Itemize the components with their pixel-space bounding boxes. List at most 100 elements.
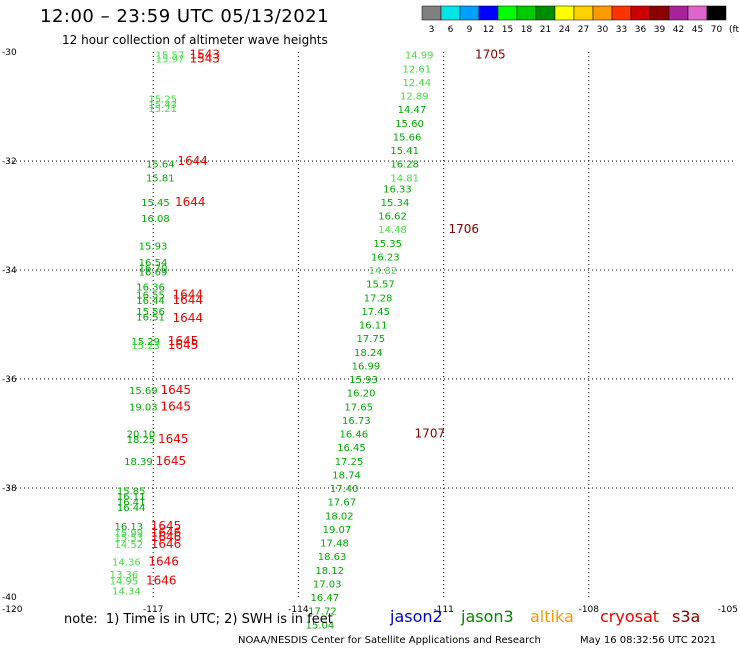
wave-height-label: 15.81 — [146, 173, 175, 184]
lon-label: -114 — [288, 605, 309, 615]
wave-height-label: 15.35 — [373, 239, 402, 250]
lat-label: -30 — [2, 48, 17, 58]
lon-label: -120 — [2, 605, 23, 615]
wave-height-label: 17.67 — [327, 498, 356, 509]
wave-height-label: 15.60 — [395, 119, 424, 130]
wave-height-label: 15.66 — [393, 132, 422, 143]
legend-jason2: jason2 — [390, 607, 443, 626]
map-subtitle: 12 hour collection of altimeter wave hei… — [62, 33, 328, 47]
scale-label-6: 6 — [448, 25, 454, 35]
wave-height-label: 18.63 — [318, 552, 347, 563]
wave-height-label: 15.93 — [349, 375, 378, 386]
wave-height-label: 15.97 — [156, 55, 185, 66]
wave-height-label: 12.44 — [402, 78, 431, 89]
pass-time-label: 1644 — [173, 311, 204, 325]
wave-height-label: 14.95 — [110, 577, 139, 588]
wave-height-label: 17.72 — [308, 607, 337, 618]
scale-label-3: 3 — [429, 25, 435, 35]
scale-label-39: 39 — [654, 25, 666, 35]
lat-label: -36 — [2, 375, 17, 385]
wave-height-label: 18.24 — [354, 348, 383, 359]
wave-height-label: 18.25 — [127, 435, 156, 446]
wave-height-label: 16.13 — [114, 522, 143, 533]
wave-height-label: 16.62 — [378, 212, 407, 223]
wave-height-label: 16.51 — [136, 312, 165, 323]
scale-label-9: 9 — [467, 25, 473, 35]
wave-height-label: 15.93 — [139, 241, 168, 252]
wave-height-label: 17.45 — [361, 307, 390, 318]
lon-label: -111 — [433, 605, 453, 615]
lat-label: -38 — [2, 484, 17, 494]
wave-height-label: 15.34 — [381, 198, 410, 209]
pass-time-label: 1646 — [151, 537, 182, 551]
wave-height-label: 15.56 — [136, 307, 165, 318]
wave-height-label: 18.74 — [332, 470, 361, 481]
wave-height-label: 15.21 — [148, 104, 177, 115]
wave-height-label: 16.11 — [359, 321, 388, 332]
wave-height-label: 15.45 — [141, 198, 170, 209]
wave-height-label: 16.70 — [139, 263, 168, 274]
wave-height-label: 16.54 — [139, 258, 168, 269]
scale-label-36: 36 — [635, 25, 647, 35]
pass-time-label: 1543 — [190, 48, 221, 62]
scale-label-18: 18 — [521, 25, 533, 35]
wave-height-label: 16.36 — [136, 282, 165, 293]
pass-time-label: 1645 — [151, 519, 182, 533]
wave-height-label: 15.41 — [390, 146, 419, 157]
pass-time-label: 1645 — [168, 334, 199, 348]
scale-label-27: 27 — [578, 25, 589, 35]
pass-time-label: 1646 — [151, 526, 182, 540]
wave-height-label: 16.44 — [117, 503, 146, 514]
wave-height-label: 15.43 — [148, 100, 177, 111]
pass-time-label: 1543 — [190, 52, 221, 66]
scale-label-12: 12 — [483, 25, 494, 35]
scale-label-42: 42 — [673, 25, 684, 35]
pass-time-label: 1644 — [173, 293, 204, 307]
scale-label-30: 30 — [597, 25, 609, 35]
wave-height-label: 14.81 — [390, 173, 419, 184]
pass-time-label: 1646 — [148, 555, 179, 569]
pass-time-label: 1707 — [415, 427, 446, 441]
wave-height-label: 15.57 — [156, 51, 185, 62]
wave-height-label: 14.48 — [378, 225, 407, 236]
wave-height-label: 12.89 — [400, 92, 429, 103]
wave-height-label: 16.41 — [117, 498, 146, 509]
lon-label: -117 — [143, 605, 163, 615]
wave-height-label: 16.23 — [371, 252, 400, 263]
wave-height-label: 14.99 — [405, 51, 434, 62]
wave-height-label: 15.57 — [366, 280, 395, 291]
wave-height-label: 16.55 — [136, 291, 165, 302]
footer-credit: NOAA/NESDIS Center for Satellite Applica… — [238, 635, 541, 646]
scale-label-21: 21 — [540, 25, 551, 35]
wave-height-label: 16.69 — [139, 268, 168, 279]
lat-label: -40 — [2, 593, 17, 603]
wave-height-label: 17.40 — [330, 484, 359, 495]
pass-time-label: 1706 — [448, 222, 479, 236]
map-title: 12:00 – 23:59 UTC 05/13/2021 — [40, 6, 330, 27]
wave-height-label: 16.28 — [390, 160, 419, 171]
pass-time-label: 1645 — [160, 399, 191, 413]
wave-height-label: 19.03 — [129, 402, 158, 413]
pass-time-label: 1645 — [156, 454, 187, 468]
wave-height-label: 18.12 — [315, 566, 344, 577]
scale-swatch-70 — [706, 5, 727, 21]
wave-height-label: 15.23 — [131, 341, 160, 352]
wave-height-label: 17.25 — [335, 457, 364, 468]
pass-time-label: 1644 — [175, 195, 206, 209]
wave-height-label: 15.53 — [114, 533, 143, 544]
wave-height-label: 14.52 — [114, 540, 143, 551]
pass-time-label: 1644 — [173, 288, 204, 302]
wave-height-label: 20.10 — [127, 430, 156, 441]
wave-height-label: 16.45 — [337, 443, 366, 454]
wave-height-label: 16.33 — [383, 184, 412, 195]
wave-height-label: 17.28 — [364, 293, 393, 304]
wave-height-label: 13.36 — [110, 570, 139, 581]
scale-label-15: 15 — [502, 25, 513, 35]
wave-height-label: 16.46 — [340, 430, 369, 441]
legend-altika: altika — [530, 607, 574, 626]
footer-date: May 16 08:32:56 UTC 2021 — [580, 635, 717, 646]
pass-time-label: 1645 — [158, 432, 189, 446]
wave-height-label: 14.34 — [112, 586, 141, 597]
scale-label-45: 45 — [692, 25, 703, 35]
legend-s3a: s3a — [672, 607, 701, 626]
